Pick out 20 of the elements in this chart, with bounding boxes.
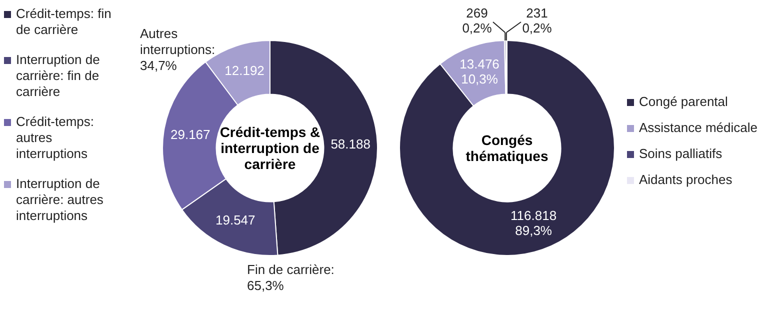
data-label: 269 0,2%	[462, 6, 492, 36]
legend-label: Aidants proches	[639, 172, 732, 188]
legend-label: Crédit-temps: autres interruptions	[16, 114, 96, 162]
data-label: 231 0,2%	[522, 6, 552, 36]
data-label: 116.818 89,3%	[510, 208, 557, 238]
data-label: 19.547	[215, 212, 256, 228]
legend-label: Soins palliatifs	[639, 146, 722, 162]
legend-label: Interruption de carrière: fin de carrière	[16, 52, 101, 100]
data-label: 12.192	[224, 63, 264, 78]
text: Autres interruptions: 34,7%	[140, 26, 216, 73]
data-label: 58.188	[330, 136, 370, 152]
legend-label: Assistance médicale	[639, 120, 758, 136]
legend-label: Interruption de carrière: autres interruptions	[16, 176, 104, 224]
text: Fin de carrière: 65,3%	[247, 262, 336, 294]
legend-label: Crédit-temps: fin de carrière	[16, 6, 112, 38]
text: Crédit-temps & interruption de carrière	[218, 123, 322, 174]
data-label: 29.167	[170, 126, 210, 142]
text: Congés thématiques	[464, 131, 550, 166]
data-label: 13.476 10,3%	[460, 56, 500, 86]
legend-label: Congé parental	[639, 94, 728, 110]
